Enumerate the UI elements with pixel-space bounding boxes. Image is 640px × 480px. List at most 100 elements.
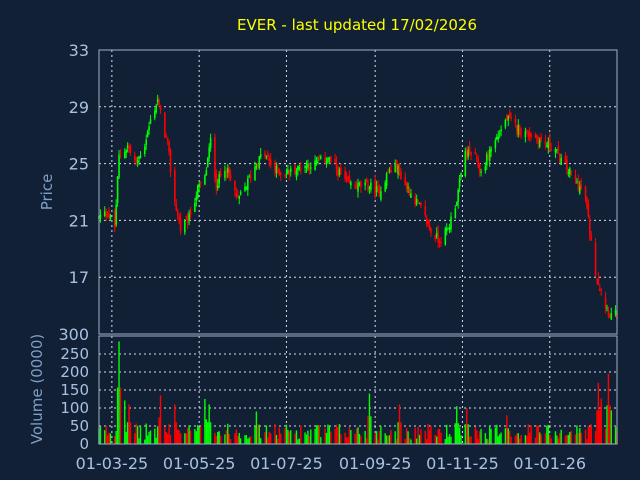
candle-body bbox=[305, 165, 308, 168]
date-tick-label: 01-07-25 bbox=[250, 454, 323, 473]
volume-bar bbox=[198, 427, 200, 444]
volume-bar bbox=[335, 424, 338, 444]
volume-bar bbox=[207, 422, 209, 444]
candle-body bbox=[294, 165, 296, 175]
candle-body bbox=[274, 163, 276, 171]
volume-bar bbox=[454, 423, 457, 444]
candle-body bbox=[457, 189, 459, 203]
candle-body bbox=[470, 151, 472, 156]
candle-body bbox=[237, 194, 239, 196]
volume-bar bbox=[486, 438, 488, 444]
volume-bar bbox=[247, 438, 249, 444]
volume-bar bbox=[297, 439, 299, 444]
candle-body bbox=[115, 204, 117, 225]
candle-body bbox=[136, 160, 139, 163]
volume-bar bbox=[337, 426, 339, 444]
candle-body bbox=[218, 174, 220, 184]
candle-body bbox=[268, 158, 271, 162]
volume-bar bbox=[187, 428, 189, 444]
candle-body bbox=[186, 214, 189, 223]
candle-body bbox=[299, 168, 302, 171]
volume-bar bbox=[126, 422, 129, 444]
candle-body bbox=[538, 139, 541, 147]
volume-bar bbox=[275, 434, 278, 444]
volume-bar bbox=[155, 437, 157, 444]
candle-body bbox=[196, 185, 199, 199]
candle-body bbox=[518, 124, 521, 135]
volume-bar bbox=[218, 431, 220, 444]
volume-bar bbox=[108, 432, 110, 444]
volume-bar bbox=[358, 433, 361, 444]
candle-body bbox=[377, 184, 379, 188]
candle-body bbox=[178, 216, 180, 222]
volume-bar bbox=[534, 437, 537, 444]
candle-body bbox=[560, 158, 562, 165]
candle-body bbox=[224, 170, 226, 179]
volume-bar bbox=[139, 425, 142, 444]
volume-bar bbox=[468, 436, 471, 444]
volume-bar bbox=[590, 424, 592, 444]
candle-body bbox=[477, 158, 479, 168]
volume-bar bbox=[128, 404, 130, 444]
volume-bar bbox=[364, 430, 366, 444]
volume-bar bbox=[228, 433, 230, 444]
candle-body bbox=[577, 180, 580, 191]
candle-body bbox=[475, 156, 478, 159]
volume-bar bbox=[460, 435, 462, 444]
volume-bar bbox=[484, 433, 487, 444]
date-tick-label: 01-03-25 bbox=[76, 454, 149, 473]
candle-body bbox=[584, 187, 587, 198]
volume-tick-label: 50 bbox=[70, 417, 89, 435]
volume-bar bbox=[278, 427, 280, 444]
volume-bar bbox=[556, 435, 558, 444]
candle-body bbox=[123, 152, 126, 159]
candle-body bbox=[189, 210, 192, 215]
volume-bar bbox=[600, 398, 602, 444]
volume-bar bbox=[99, 426, 102, 444]
volume-bar bbox=[338, 424, 341, 444]
candle-body bbox=[487, 155, 490, 158]
candle-body bbox=[530, 134, 532, 137]
volume-bar bbox=[395, 438, 398, 444]
volume-bar bbox=[105, 426, 107, 444]
candle-body bbox=[195, 195, 198, 201]
candle-body bbox=[517, 124, 520, 135]
volume-bar bbox=[257, 424, 259, 444]
candle-body bbox=[417, 201, 419, 203]
candle-body bbox=[219, 172, 222, 176]
date-tick-label: 01-09-25 bbox=[339, 454, 412, 473]
volume-bar bbox=[295, 430, 298, 444]
candle-body bbox=[328, 157, 331, 160]
candle-body bbox=[248, 176, 251, 178]
volume-bar bbox=[237, 436, 239, 444]
candle-body bbox=[364, 182, 366, 186]
volume-bar bbox=[214, 432, 216, 444]
volume-bar bbox=[298, 438, 301, 444]
volume-bar bbox=[510, 436, 512, 444]
price-axis-label: Price bbox=[38, 174, 56, 211]
candle-body bbox=[589, 218, 591, 236]
candle-body bbox=[158, 100, 160, 104]
candle-body bbox=[404, 177, 407, 185]
candle-body bbox=[139, 156, 142, 158]
candle-body bbox=[410, 193, 412, 198]
volume-bar bbox=[559, 432, 561, 444]
volume-bar bbox=[134, 433, 136, 444]
volume-bar bbox=[596, 410, 598, 444]
volume-bar bbox=[118, 341, 120, 444]
volume-bar bbox=[215, 435, 218, 444]
volume-bar bbox=[448, 434, 451, 444]
volume-bar bbox=[324, 428, 326, 444]
volume-bar bbox=[546, 425, 548, 444]
candle-body bbox=[556, 149, 558, 151]
volume-bar bbox=[355, 428, 358, 444]
volume-bar bbox=[106, 435, 109, 444]
candle-body bbox=[258, 156, 261, 169]
date-tick-label: 01-05-25 bbox=[163, 454, 236, 473]
volume-tick-label: 250 bbox=[60, 345, 89, 363]
volume-bar bbox=[280, 433, 282, 444]
volume-bar bbox=[265, 425, 268, 444]
volume-bar bbox=[114, 436, 116, 444]
